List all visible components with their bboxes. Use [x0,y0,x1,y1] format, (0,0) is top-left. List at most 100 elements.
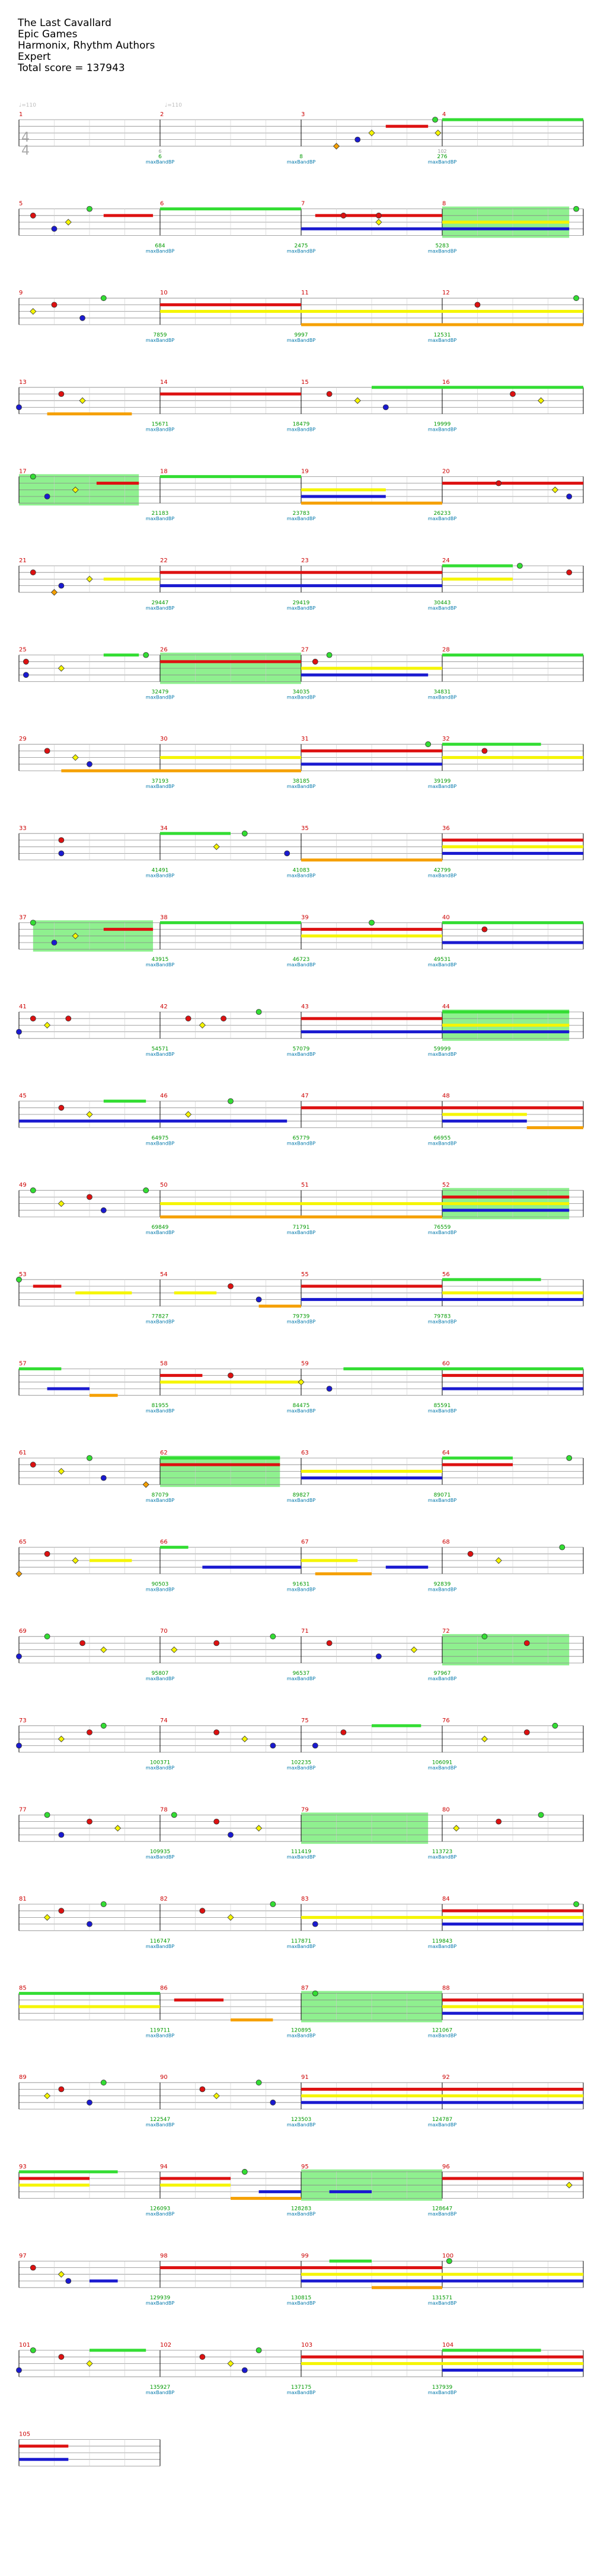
bar-number: 15 [301,379,309,386]
note-gem [241,2168,248,2175]
sustain-trail [301,495,386,498]
note-gem [312,1742,318,1749]
multiplier-label: maxBandBP [146,873,174,879]
cumulative-score: 90503 [152,1581,169,1587]
sustain-trail [442,386,583,389]
note-gem [326,391,333,397]
bar-number: 17 [19,468,27,475]
sustain-trail [174,1291,217,1295]
cumulative-score: 81955 [152,1403,169,1409]
note-gem [467,1550,474,1557]
note-gem [100,1475,107,1481]
multiplier-label: maxBandBP [146,2033,174,2038]
sustain-trail [160,832,231,835]
note-gem [241,1735,248,1742]
bar-number: 87 [301,1985,309,1992]
sustain-trail [160,571,301,574]
cumulative-score: 137939 [432,2385,453,2391]
multiplier-label: maxBandBP [287,2390,315,2395]
cumulative-score: 2475 [295,243,308,249]
bar-number: 102 [160,2342,171,2348]
sustain-trail [301,2279,442,2283]
multiplier-label: maxBandBP [428,1587,456,1592]
cumulative-score: 121067 [432,2027,452,2033]
cumulative-score: 41491 [152,868,169,874]
bar-number: 10 [160,290,168,296]
bar-number: 34 [160,825,168,832]
sustain-trail [442,2362,583,2365]
sustain-trail [301,227,442,230]
note-gem [23,658,29,665]
multiplier-label: maxBandBP [428,1498,456,1503]
sustain-trail [19,2444,69,2448]
multiplier-label: maxBandBP [287,427,315,432]
cumulative-score: 12531 [434,332,451,338]
multiplier-label: maxBandBP [287,1319,315,1325]
note-gem [79,397,86,404]
note-gem [51,940,57,946]
bar-number: 25 [19,647,27,653]
multiplier-label: maxBandBP [428,1140,456,1146]
note-gem [228,1283,234,1289]
cumulative-score: 119843 [432,1939,452,1944]
multiplier-label: maxBandBP [287,1140,315,1146]
sustain-trail [526,1126,583,1129]
note-gem [326,1386,333,1392]
sustain-trail [160,756,301,760]
sustain-trail [301,2273,442,2276]
cumulative-score: 97967 [434,1671,451,1677]
note-gem [30,919,36,926]
sustain-trail [442,2094,583,2098]
sustain-trail [442,1998,583,2002]
note-gem [453,1825,460,1832]
sustain-trail [372,386,442,389]
multiplier-label: maxBandBP [428,1944,456,1949]
cumulative-score: 95807 [152,1671,169,1677]
bar-number: 68 [442,1539,450,1546]
note-gem [538,397,545,404]
bar-number: 21 [19,558,27,564]
multiplier-label: maxBandBP [428,1676,456,1681]
sustain-trail [160,1119,287,1123]
note-gem [15,1570,23,1577]
multiplier-label: maxBandBP [146,427,174,432]
cumulative-score: 46723 [293,957,310,963]
bar-number: 46 [160,1093,168,1100]
bar-number: 26 [160,647,168,653]
note-gem [30,473,36,480]
sustain-trail [301,858,442,862]
cumulative-score: 92839 [434,1581,451,1587]
multiplier-label: maxBandBP [146,338,174,343]
bar-number: 72 [442,1628,450,1635]
sustain-trail [442,1023,570,1027]
sustain-trail [442,2355,583,2359]
cumulative-score: 39199 [434,778,451,784]
sustain-trail [442,1291,583,1295]
note-gem [369,919,375,926]
note-gem [51,302,57,308]
cumulative-score: 130815 [291,2295,311,2301]
bar-number: 51 [301,1182,309,1188]
sustain-trail [160,921,301,924]
note-gem [573,295,579,302]
multiplier-label: maxBandBP [146,605,174,611]
sustain-trail [442,323,583,326]
multiplier-label: maxBandBP [287,1052,315,1057]
sustain-trail [442,1209,570,1212]
note-gem [44,1021,51,1029]
note-gem [270,1901,276,1907]
bar-number: 101 [19,2342,30,2348]
note-gem [58,850,65,857]
bar-number: 38 [160,914,168,921]
note-gem [23,672,29,678]
sustain-trail [160,584,301,588]
cumulative-score: 21183 [152,511,169,517]
song-header: The Last Cavallard Epic Games Harmonix, … [18,18,155,74]
cumulative-score: 122547 [150,2117,170,2123]
note-gem [566,569,573,576]
note-gem [16,1742,22,1749]
note-gem [44,2093,51,2100]
sustain-trail [258,1305,301,1308]
multiplier-label: maxBandBP [146,1498,174,1503]
sustain-trail [301,2362,442,2365]
